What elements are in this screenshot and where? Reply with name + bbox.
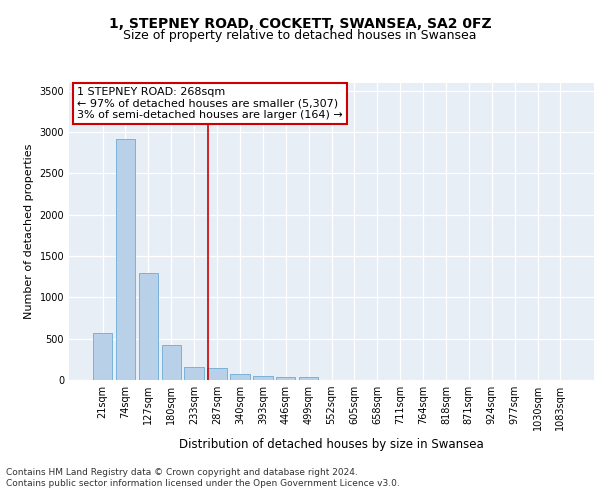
Bar: [184, 367, 204, 380]
Bar: [116, 138, 135, 380]
X-axis label: Distribution of detached houses by size in Swansea: Distribution of detached houses by size …: [179, 438, 484, 452]
Text: 1, STEPNEY ROAD, COCKETT, SWANSEA, SA2 0FZ: 1, STEPNEY ROAD, COCKETT, SWANSEA, SA2 0…: [109, 18, 491, 32]
Text: 1 STEPNEY ROAD: 268sqm
← 97% of detached houses are smaller (5,307)
3% of semi-d: 1 STEPNEY ROAD: 268sqm ← 97% of detached…: [77, 87, 343, 120]
Bar: [139, 272, 158, 380]
Y-axis label: Number of detached properties: Number of detached properties: [24, 144, 34, 319]
Bar: [276, 376, 295, 380]
Bar: [253, 376, 272, 380]
Bar: [299, 377, 319, 380]
Text: Contains HM Land Registry data © Crown copyright and database right 2024.
Contai: Contains HM Land Registry data © Crown c…: [6, 468, 400, 487]
Bar: [93, 333, 112, 380]
Bar: [230, 374, 250, 380]
Bar: [208, 368, 227, 380]
Text: Size of property relative to detached houses in Swansea: Size of property relative to detached ho…: [123, 28, 477, 42]
Bar: [161, 346, 181, 380]
